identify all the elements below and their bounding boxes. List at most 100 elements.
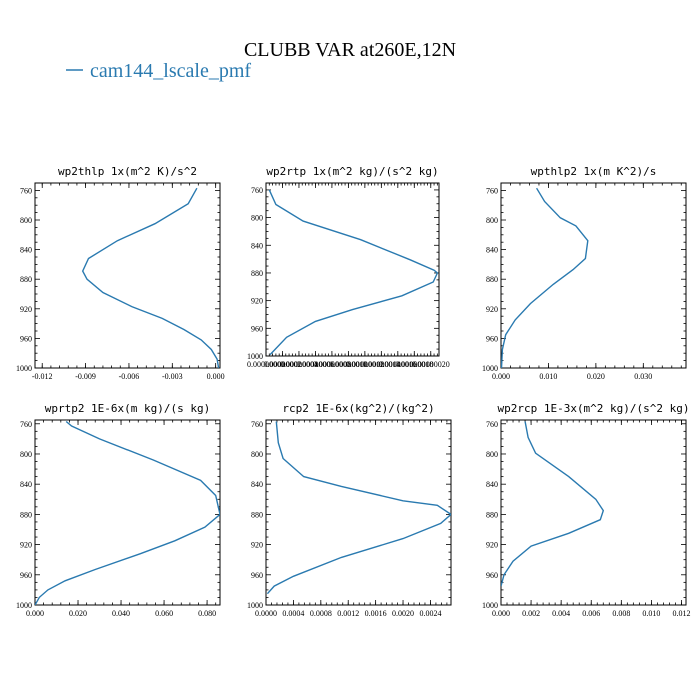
y-tick-label: 880 [251,269,263,278]
x-tick-label: 0.080 [198,609,216,618]
panel-1: wp2thlp 1x(m^2 K)/s^2 760 800 840 880 920 960 1… [16,165,225,381]
x-tick-label: 0.0000 [255,609,277,618]
y-tick-label: 1000 [482,364,498,373]
y-tick-label: 920 [20,541,32,550]
legend-label: cam144_lscale_pmf [90,60,251,82]
y-tick-label: 880 [20,510,32,519]
y-tick-label: 840 [251,480,263,489]
figure-legend: cam144_lscale_pmf [66,60,251,82]
y-tick-label: 800 [251,450,263,459]
y-tick-label: 840 [486,246,498,255]
y-tick-label: 760 [251,420,263,429]
x-tick-label: 0.00000004 [280,360,318,369]
y-tick-label: 800 [486,216,498,225]
x-tick-label: 0.0004 [282,609,304,618]
x-tick-label: 0.020 [587,372,605,381]
panel-title: wp2thlp 1x(m^2 K)/s^2 [58,165,197,178]
panel-title: wpthlp2 1x(m K^2)/s [531,165,657,178]
x-tick-label: 0.0016 [365,609,387,618]
x-tick-label: 0.040 [112,609,130,618]
y-tick-label: 760 [486,186,498,195]
x-tick-label: -0.003 [162,372,183,381]
series-line [35,420,220,605]
panel-4: wprtp2 1E-6x(m kg)/(s kg) 760 800 840 880 920… [16,402,221,618]
x-tick-label: 0.000 [26,609,44,618]
y-tick-label: 800 [20,450,32,459]
y-tick-label: 960 [486,571,498,580]
y-tick-label: 920 [20,305,32,314]
plot-frame [265,419,452,606]
x-tick-label: 0.002 [522,609,540,618]
x-tick-label: 0.0008 [310,609,332,618]
y-tick-label: 920 [486,541,498,550]
y-tick-label: 960 [486,334,498,343]
x-tick-label: 0.000 [207,372,225,381]
y-tick-label: 920 [251,541,263,550]
plot-frame [265,182,440,357]
y-tick-label: 760 [20,420,32,429]
series-line [268,189,439,356]
x-tick-label: -0.009 [75,372,96,381]
y-tick-label: 960 [251,324,263,333]
x-tick-label: 0.008 [612,609,630,618]
x-tick-label: 0.0012 [337,609,359,618]
x-tick-label: 0.000 [492,609,510,618]
y-tick-label: 880 [486,275,498,284]
x-tick-label: -0.012 [32,372,53,381]
plot-frame [34,419,221,606]
y-tick-label: 840 [486,480,498,489]
plot-frame [500,182,687,369]
x-tick-label: 0.004 [552,609,570,618]
y-tick-label: 1000 [482,601,498,610]
y-tick-label: 760 [486,420,498,429]
y-tick-label: 880 [251,510,263,519]
y-tick-label: 760 [20,186,32,195]
y-tick-label: 800 [486,450,498,459]
y-tick-label: 840 [20,246,32,255]
x-tick-label: 0.00000000 [247,360,285,369]
y-tick-label: 960 [251,571,263,580]
y-tick-label: 800 [20,216,32,225]
panel-6: wp2rcp 1E-3x(m^2 kg)/(s^2 kg) 760 800 840 88… [482,402,690,618]
y-tick-label: 920 [251,297,263,306]
x-tick-label: 0.006 [582,609,600,618]
panel-5: rcp2 1E-6x(kg^2)/(kg^2) 760 800 840 880 920 96… [247,402,452,618]
x-tick-label: 0.012 [672,609,690,618]
panel-2: wp2rtp 1x(m^2 kg)/(s^2 kg)760 800 840 880 92… [247,165,450,369]
x-tick-label: 0.010 [642,609,660,618]
x-tick-label: 0.0020 [392,609,414,618]
y-tick-label: 800 [251,214,263,223]
plot-frame [34,182,221,369]
y-tick-label: 920 [486,305,498,314]
panel-title: wp2rtp 1x(m^2 kg)/(s^2 kg) [266,165,438,178]
panel-title: rcp2 1E-6x(kg^2)/(kg^2) [282,402,434,415]
series-line [81,187,220,368]
series-line [501,421,605,587]
y-tick-label: 960 [20,571,32,580]
x-tick-label: 0.00000018 [395,360,433,369]
x-tick-label: 0.00000002 [263,360,301,369]
series-line [266,421,451,595]
x-tick-label: 0.010 [539,372,557,381]
y-tick-label: 1000 [16,364,32,373]
x-tick-label: 0.00000014 [362,360,400,369]
panel-3: wpthlp2 1x(m K^2)/s 760 800 840 880 920 960 100… [482,165,687,381]
y-tick-label: 760 [251,186,263,195]
plot-frame [500,419,687,606]
y-tick-label: 1000 [247,352,263,361]
x-tick-label: 0.00000006 [296,360,334,369]
x-tick-label: 0.00000012 [346,360,384,369]
panel-title: wprtp2 1E-6x(m kg)/(s kg) [45,402,211,415]
y-tick-label: 960 [20,334,32,343]
panel-title: wp2rcp 1E-3x(m^2 kg)/(s^2 kg) [497,402,689,415]
y-tick-label: 880 [486,510,498,519]
x-tick-label: 0.020 [69,609,87,618]
x-tick-label: 0.000 [492,372,510,381]
x-tick-label: 0.00000016 [379,360,417,369]
figure-title: CLUBB VAR at260E,12N [244,39,456,61]
x-tick-label: -0.006 [119,372,140,381]
y-tick-label: 1000 [247,601,263,610]
y-tick-label: 1000 [16,601,32,610]
x-tick-label: 0.00000020 [412,360,450,369]
x-tick-label: 0.0024 [419,609,441,618]
